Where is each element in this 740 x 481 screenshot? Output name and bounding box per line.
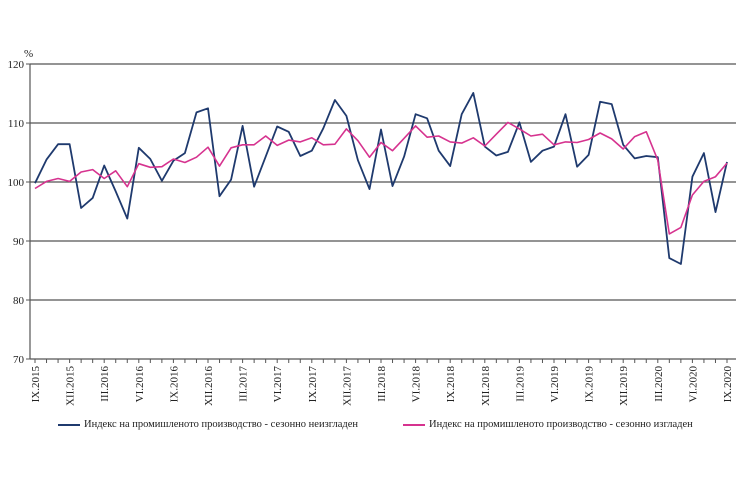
x-tick-label: III.2018: [376, 366, 388, 402]
x-tick-label: IX.2016: [168, 366, 180, 403]
series-line-unsmoothed: [34, 92, 728, 265]
y-tick-label: 120: [8, 59, 25, 71]
y-tick-label: 110: [8, 118, 25, 130]
legend-label-smoothed: Индекс на промишленото производство - се…: [429, 419, 693, 430]
x-tick-label: III.2016: [99, 366, 111, 402]
y-tick-label: 80: [13, 295, 25, 307]
x-tick-label: III.2019: [514, 366, 526, 402]
x-tick-label: IX.2019: [584, 366, 596, 403]
x-tick-label: VI.2020: [687, 366, 699, 403]
x-tick-label: VI.2017: [272, 366, 284, 403]
x-tick-label: VI.2018: [411, 366, 423, 403]
y-tick-label: 100: [8, 177, 25, 189]
x-tick-label: III.2020: [653, 366, 665, 402]
legend-item-unsmoothed: Индекс на промишленото производство - се…: [58, 419, 358, 430]
x-tick-label: XII.2015: [65, 366, 77, 407]
y-tick-label: 90: [13, 236, 25, 248]
x-tick-label: XII.2016: [203, 366, 215, 407]
x-tick-label: VI.2019: [549, 366, 561, 403]
x-tick-label: IX.2020: [722, 366, 734, 403]
legend-item-smoothed: Индекс на промишленото производство - се…: [403, 419, 693, 430]
x-tick-label: III.2017: [238, 366, 250, 402]
y-unit-label: %: [24, 48, 33, 60]
y-tick-label: 70: [13, 354, 25, 366]
legend-swatch-unsmoothed: [58, 423, 80, 426]
x-tick-label: XII.2019: [618, 366, 630, 407]
x-tick-label: VI.2016: [134, 366, 146, 403]
x-tick-label: XII.2017: [341, 366, 353, 407]
legend-swatch-smoothed: [403, 423, 425, 426]
x-tick-label: IX.2015: [30, 366, 42, 403]
series-line-smoothed: [34, 121, 728, 235]
x-tick-label: IX.2017: [307, 366, 319, 403]
legend-label-unsmoothed: Индекс на промишленото производство - се…: [84, 419, 359, 430]
x-tick-label: IX.2018: [445, 366, 457, 403]
x-tick-label: XII.2018: [480, 366, 492, 407]
